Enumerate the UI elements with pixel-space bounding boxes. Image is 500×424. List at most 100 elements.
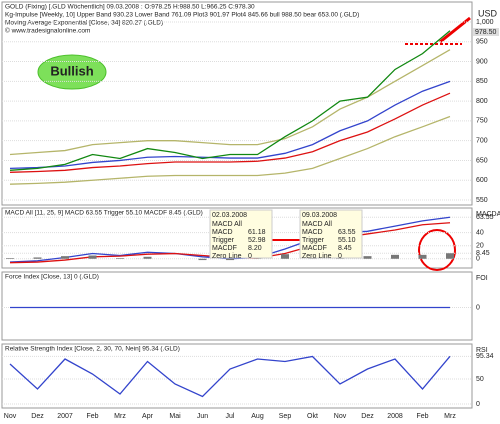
y-tick-label: 950	[476, 39, 488, 46]
y-tick-label: 40	[476, 229, 484, 236]
x-tick-label: Jun	[197, 413, 208, 420]
panel-frame	[1, 207, 473, 269]
highlight-circle	[418, 229, 456, 271]
x-tick-label: Nov	[4, 413, 17, 420]
x-tick-label: Feb	[416, 413, 428, 420]
info-label: MACD All	[212, 221, 242, 228]
histogram-bar	[446, 253, 454, 259]
histogram-bar	[226, 258, 234, 261]
y-tick-label: 850	[476, 78, 488, 85]
axis-title: MACDA	[476, 211, 500, 218]
y-tick-label: 0	[476, 256, 480, 263]
y-tick-label: 800	[476, 98, 488, 105]
histogram-bar	[418, 254, 427, 259]
panel-frame	[1, 343, 473, 409]
series-line	[9, 30, 451, 171]
info-label: Zero Line	[302, 253, 332, 260]
last-price-box	[473, 28, 499, 36]
info-label: MACD All	[302, 221, 332, 228]
x-tick-label: 2007	[57, 413, 73, 420]
x-tick-label: 2008	[387, 413, 403, 420]
panel-header: Force Index [Close, 13] 0 (.GLD)	[5, 274, 99, 281]
info-value: 0	[248, 253, 252, 260]
panel-header: © www.tradesignalonline.com	[5, 27, 90, 35]
series-line	[9, 355, 451, 398]
series-line	[9, 115, 451, 185]
last-price: 978.50	[475, 29, 497, 36]
panel-header: Moving Average Exponential [Close, 34] 8…	[5, 20, 163, 27]
y-tick-label: 900	[476, 58, 488, 65]
x-tick-label: Feb	[86, 413, 98, 420]
y-tick-label: 8.45	[476, 250, 490, 257]
info-label: MACD	[212, 229, 233, 236]
histogram-bar	[116, 258, 124, 259]
info-value: 8.20	[248, 245, 262, 252]
x-tick-label: Mai	[169, 413, 181, 420]
y-tick-label: 63.55	[476, 214, 494, 221]
series-line	[9, 92, 451, 173]
info-label: MACDF	[212, 245, 237, 252]
info-value: 0	[338, 253, 342, 260]
histogram-bar	[281, 254, 289, 259]
info-date: 09.03.2008	[302, 212, 337, 219]
info-label: MACD	[302, 229, 323, 236]
annotation: Bullish	[50, 63, 93, 78]
x-tick-label: Okt	[307, 413, 318, 420]
info-label: Trigger	[212, 237, 235, 244]
info-value: 63.55	[338, 229, 356, 236]
histogram-bar	[33, 257, 42, 259]
info-value: 61.18	[248, 229, 266, 236]
x-tick-label: Dez	[31, 413, 44, 420]
panel-frame	[1, 271, 473, 341]
info-label: Trigger	[302, 237, 325, 244]
info-label: Zero Line	[212, 253, 242, 260]
y-tick-label: 95.34	[476, 353, 494, 360]
panel-header: Kg-Impulse [Weekly, 10] Upper Band 930.2…	[5, 12, 359, 19]
series-line	[9, 216, 451, 263]
info-label: MACDF	[302, 245, 327, 252]
histogram-bar	[61, 256, 69, 259]
x-tick-label: Mrz	[114, 413, 126, 420]
x-tick-label: Jul	[226, 413, 235, 420]
series-line	[9, 80, 451, 170]
info-value: 55.10	[338, 237, 356, 244]
y-tick-label: 50	[476, 376, 484, 383]
x-tick-label: Apr	[142, 413, 154, 420]
histogram-bar	[363, 256, 372, 259]
y-tick-label: 750	[476, 118, 488, 125]
x-tick-label: Sep	[279, 413, 292, 420]
x-tick-label: Mrz	[444, 413, 456, 420]
unit-label: USD	[478, 8, 498, 18]
histogram-bar	[143, 256, 152, 259]
panel-header: Relative Strength Index [Close, 2, 30, 7…	[5, 346, 180, 353]
y-tick-label: 550	[476, 197, 488, 204]
info-value: 52.98	[248, 237, 266, 244]
histogram-bar	[391, 254, 399, 259]
axis-title: FOI	[476, 275, 488, 282]
info-value: 8.45	[338, 245, 352, 252]
info-box	[299, 209, 363, 259]
x-tick-label: Nov	[334, 413, 347, 420]
axis-title: RSI	[476, 347, 488, 354]
panel-header: GOLD (Fixing) [.GLD Wöchentlich] 09.03.2…	[5, 4, 255, 11]
x-tick-label: Dez	[361, 413, 374, 420]
y-tick-label: 1,000	[476, 19, 494, 26]
panel-frame	[1, 1, 473, 206]
info-date: 02.03.2008	[212, 212, 247, 219]
y-tick-label: 650	[476, 157, 488, 164]
bullish-cloud: Bullish	[37, 54, 107, 90]
x-tick-label: Aug	[251, 413, 264, 420]
y-tick-label: 0	[476, 401, 480, 408]
histogram-bar	[88, 255, 97, 259]
info-box	[209, 209, 273, 259]
arrow	[439, 16, 471, 44]
y-tick-label: 700	[476, 138, 488, 145]
histogram-bar	[6, 258, 14, 259]
histogram-bar	[198, 258, 207, 261]
panel-header: MACD All [11, 25, 9] MACD 63.55 Trigger …	[5, 210, 203, 217]
y-tick-label: 0	[476, 304, 480, 311]
y-tick-label: 600	[476, 177, 488, 184]
y-tick-label: 20	[476, 243, 484, 250]
series-line	[9, 49, 451, 156]
